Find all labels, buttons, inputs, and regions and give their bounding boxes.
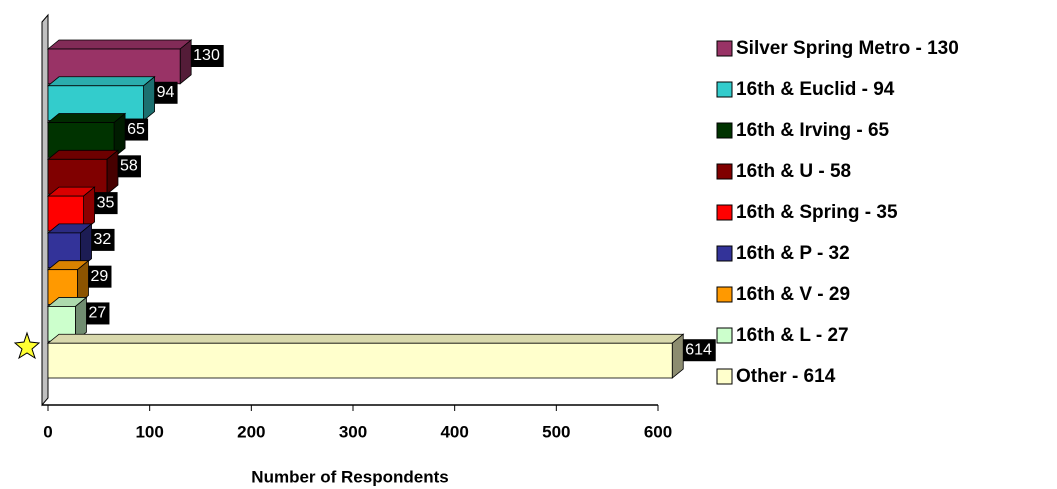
x-tick-label: 300 <box>339 422 367 441</box>
bar-top <box>46 333 685 344</box>
data-label-bg <box>154 81 178 104</box>
legend-label: 16th & Spring - 35 <box>736 202 898 223</box>
legend-label: 16th & L - 27 <box>736 325 849 346</box>
x-tick-label: 0 <box>43 422 52 441</box>
legend-label: 16th & P - 32 <box>736 243 850 264</box>
bar-top <box>46 76 156 87</box>
data-label: 58 <box>120 158 138 175</box>
bar-top <box>46 113 127 123</box>
data-label: 32 <box>94 231 112 248</box>
data-label-bg <box>683 339 716 362</box>
data-label: 614 <box>685 341 712 358</box>
data-label-bg <box>88 265 112 288</box>
x-tick-label: 600 <box>644 422 672 441</box>
legend-swatch <box>716 163 733 180</box>
x-tick-label: 100 <box>135 422 163 441</box>
data-label: 130 <box>193 47 220 64</box>
data-label-bg <box>86 302 110 325</box>
legend-label: Silver Spring Metro - 130 <box>736 38 959 59</box>
legend-swatch <box>716 368 733 385</box>
bar <box>47 342 673 379</box>
x-tick-label: 400 <box>440 422 468 441</box>
legend-swatch <box>716 40 733 57</box>
data-label-bg <box>94 192 118 215</box>
legend-swatch <box>716 122 733 139</box>
data-label-bg <box>91 228 115 251</box>
axis-wall <box>41 13 49 407</box>
x-tick-label: 200 <box>237 422 265 441</box>
data-label-bg <box>191 45 224 67</box>
x-axis-title: Number of Respondents <box>251 467 448 486</box>
x-tick-label: 500 <box>542 422 570 441</box>
bar-top <box>46 39 193 50</box>
data-label: 35 <box>97 194 115 211</box>
legend-label: 16th & U - 58 <box>736 161 851 182</box>
legend-label: 16th & Irving - 65 <box>736 120 890 141</box>
legend-label: 16th & Euclid - 94 <box>736 79 895 100</box>
legend-swatch <box>716 204 733 221</box>
legend-swatch <box>716 286 733 303</box>
legend-swatch <box>716 81 733 98</box>
data-label-bg <box>125 118 149 141</box>
legend-label: 16th & V - 29 <box>736 284 850 305</box>
data-label-bg <box>117 155 141 178</box>
star-marker <box>13 331 41 360</box>
legend-swatch <box>716 245 733 262</box>
legend-label: Other - 614 <box>736 366 836 387</box>
bar-top <box>46 149 120 160</box>
data-label: 94 <box>157 84 175 101</box>
data-label: 65 <box>127 121 145 138</box>
legend-swatch <box>716 327 733 344</box>
data-label: 27 <box>88 305 106 322</box>
data-label: 29 <box>90 268 108 285</box>
